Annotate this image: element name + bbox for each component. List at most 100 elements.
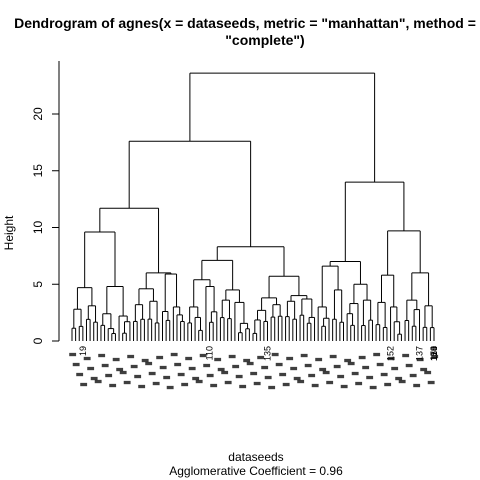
leaf-label-filler: ▮ [165,385,175,390]
leaf-label-filler: ▮ [187,366,197,371]
leaf-label-filler: ▮ [418,367,428,372]
leaf-label-filler: ▮ [114,367,124,372]
leaf-label-filler: ▮ [89,376,99,381]
y-tick-label-5: 5 [31,281,45,288]
leaf-label-filler: ▮ [425,380,435,385]
leaf-label-filler: ▮ [339,384,349,389]
chart-title-line2: "complete") [225,32,304,48]
leaf-label-filler: ▮ [110,357,120,362]
leaf-label: 152 [386,346,396,361]
leaf-label-filler: ▮ [371,352,381,357]
leaf-label-filler: ▮ [219,370,229,375]
leaf-label-filler: ▮ [248,371,258,376]
leaf-label-filler: ▮ [360,365,370,370]
leaf-label-filler: ▮ [295,379,305,384]
leaf-label-filler: ▮ [331,364,341,369]
leaf-label: 110 [429,346,439,360]
y-axis-label: Height [2,215,16,250]
leaf-label-filler: ▮ [201,363,211,368]
leaf-label-filler: ▮ [299,353,309,358]
leaf-label-filler: ▮ [194,379,204,384]
y-tick-label-20: 20 [31,107,45,121]
leaf-label-filler: ▮ [291,376,301,381]
leaf-label-filler: ▮ [121,380,131,385]
leaf-label-filler: ▮ [386,356,396,361]
leaf-label-filler: ▮ [103,373,113,378]
leaf-label-filler: ▮ [320,370,330,375]
leaf-label-filler: ▮ [364,375,374,380]
leaf-label-filler: ▮ [284,356,294,361]
leaf-label-filler: ▮ [136,384,146,389]
leaf-label-filler: ▮ [396,379,406,384]
leaf-label-filler: ▮ [302,363,312,368]
leaf-label-filler: ▮ [158,365,168,370]
leaf-label-filler: ▮ [215,367,225,372]
leaf-label-filler: ▮ [230,364,240,369]
leaf-label-filler: ▮ [404,363,414,368]
leaf-label-filler: ▮ [255,355,265,360]
leaf-label-filler: ▮ [143,361,153,366]
leaf-label-filler: ▮ [234,374,244,379]
leaf-label-filler: ▮ [168,352,178,357]
leaf-label-filler: ▮ [71,362,81,367]
leaf-label-filler: ▮ [263,375,273,380]
leaf-label-filler: ▮ [161,375,171,380]
y-tick-label-0: 0 [31,337,45,344]
leaf-label-filler: ▮ [266,385,276,390]
leaf-label-filler: ▮ [400,353,410,358]
leaf-label-filler: ▮ [226,354,236,359]
leaf-label-filler: ▮ [241,358,251,363]
leaf-label-filler: ▮ [78,382,88,387]
leaf-label-filler: ▮ [277,372,287,377]
leaf-label-filler: ▮ [317,367,327,372]
leaf-label: 135 [263,346,273,361]
leaf-label-filler: ▮ [147,371,157,376]
leaf-label-filler: ▮ [85,366,95,371]
leaf-label-filler: ▮ [313,357,323,362]
leaf-label-filler: ▮ [422,370,432,375]
chart-title-line1: Dendrogram of agnes(x = dataseeds, metri… [14,15,476,31]
leaf-labels: ▮▮▮▮▮▮▮▮▮▮▮▮▮▮▮▮▮▮▮▮▮▮▮▮▮▮▮▮▮▮▮▮▮▮▮▮▮▮▮▮… [67,346,439,390]
leaf-label-filler: ▮ [407,373,417,378]
leaf-label-filler: ▮ [378,372,388,377]
leaf-label-filler: ▮ [306,373,316,378]
agglomerative-coefficient: Agglomerative Coefficient = 0.96 [169,464,343,478]
leaf-label-filler: ▮ [244,361,254,366]
leaf-label-filler: ▮ [100,363,110,368]
leaf-label-filler: ▮ [429,354,439,359]
leaf-label-filler: ▮ [118,370,128,375]
dendrogram-links [71,72,435,341]
leaf-label-filler: ▮ [389,366,399,371]
leaf-label-filler: ▮ [368,385,378,390]
leaf-label-filler: ▮ [353,381,363,386]
y-tick-label-10: 10 [31,221,45,235]
leaf-label-filler: ▮ [82,356,92,361]
leaf-label: 139 [429,346,439,361]
leaf-label-filler: ▮ [382,382,392,387]
leaf-label-filler: ▮ [270,352,280,357]
leaf-label-filler: ▮ [92,379,102,384]
leaf-label-filler: ▮ [411,383,421,388]
leaf-label-filler: ▮ [129,364,139,369]
leaf-label-filler: ▮ [393,376,403,381]
leaf-label-filler: ▮ [375,362,385,367]
leaf-label-filler: ▮ [74,372,84,377]
leaf-label-filler: ▮ [281,382,291,387]
leaf-label-filler: ▮ [237,384,247,389]
y-tick-label-15: 15 [31,164,45,178]
leaf-label-filler: ▮ [328,354,338,359]
leaf-label-filler: ▮ [259,365,269,370]
leaf-label-filler: ▮ [67,352,77,357]
leaf-label-filler: ▮ [335,374,345,379]
leaf-label: 58 [429,346,439,356]
leaf-label-filler: ▮ [212,357,222,362]
leaf-label-filler: ▮ [310,383,320,388]
leaf-label-filler: ▮ [357,355,367,360]
leaf-label-filler: ▮ [183,356,193,361]
leaf-label-filler: ▮ [342,358,352,363]
leaf-label-filler: ▮ [223,380,233,385]
leaf-label-filler: ▮ [172,362,182,367]
leaf-label-filler: ▮ [273,362,283,367]
leaf-label: 19 [78,346,88,356]
leaf-label-filler: ▮ [132,374,142,379]
